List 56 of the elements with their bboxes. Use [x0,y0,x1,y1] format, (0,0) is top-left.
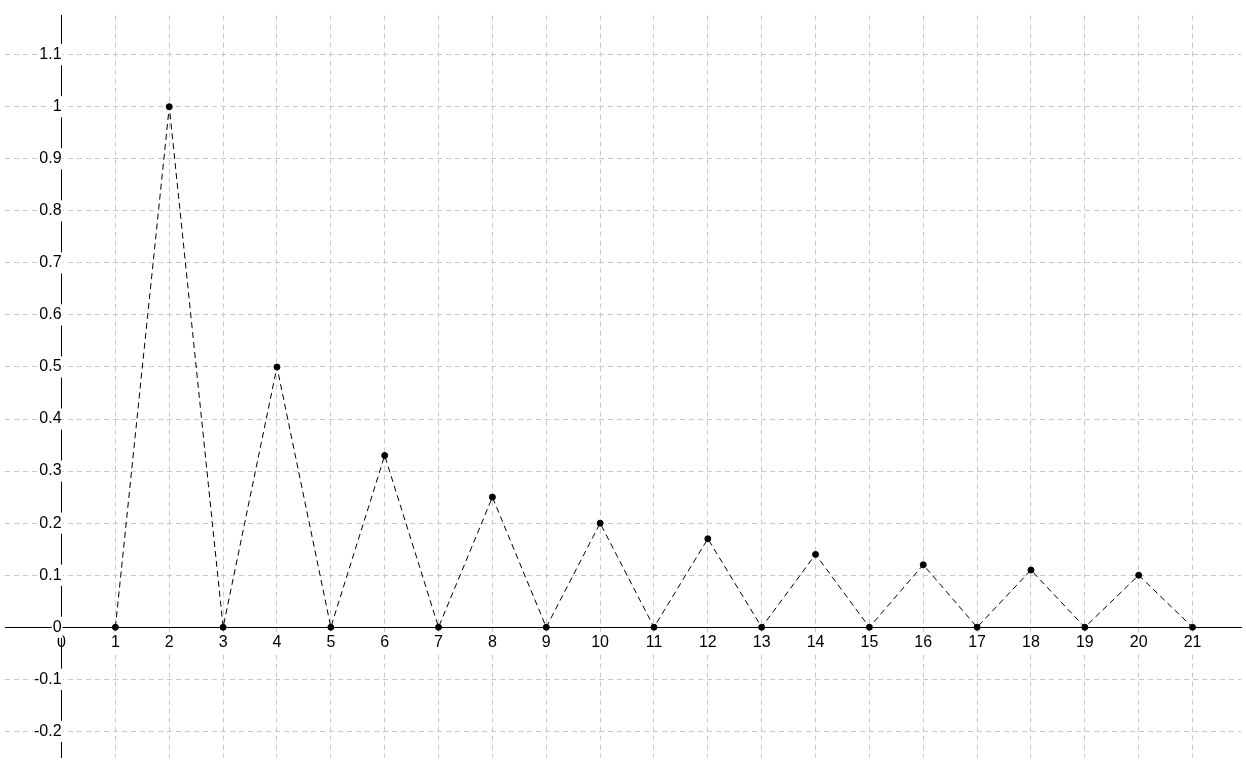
x-tick-label: 17 [968,633,987,651]
x-tick-label: 7 [434,633,444,651]
x-tick-label: 15 [860,633,879,651]
x-tick-label: 12 [698,633,717,651]
x-tick-label: 19 [1075,633,1094,651]
x-tick-label: 11 [645,633,663,651]
point [327,623,335,631]
point [542,623,550,631]
y-tick-label: -0.1 [33,669,62,687]
x-tick-label: 1 [110,633,120,651]
point [273,363,281,371]
x-tick-label: 10 [591,633,610,651]
point [1135,571,1143,579]
point [219,623,227,631]
x-tick-label: 16 [914,633,933,651]
point [704,535,712,543]
x-tick-label: 3 [218,633,228,651]
y-tick-label: 0.7 [39,253,62,271]
point [1027,566,1035,574]
x-tick-label: 2 [164,633,174,651]
point [865,623,873,631]
point [973,623,981,631]
x-tick-label: 4 [272,633,282,651]
y-tick-label: 1.1 [39,45,62,63]
point [919,561,927,569]
x-tick-label: 9 [541,633,551,651]
point [812,550,820,558]
y-tick-label: 0.6 [39,305,62,323]
x-tick-label: 8 [487,633,497,651]
x-tick-label: 6 [380,633,390,651]
x-tick-label: 13 [752,633,771,651]
y-tick-label: 0 [52,617,62,635]
y-tick-label: 0.5 [39,357,62,375]
point [650,623,658,631]
x-tick-label: 20 [1129,633,1148,651]
y-tick-label: 0.2 [39,513,62,531]
y-tick-label: 0.9 [39,149,62,167]
point [488,493,496,501]
y-tick-label: -0.2 [33,721,62,739]
x-tick-label: 21 [1183,633,1202,651]
point [1189,623,1197,631]
x-tick-label: 14 [806,633,825,651]
point [435,623,443,631]
point [758,623,766,631]
y-tick-label: 0.1 [39,565,62,583]
point [111,623,119,631]
y-tick-label: 0.4 [39,409,62,427]
x-tick-label: 18 [1022,633,1040,651]
point [596,519,604,527]
point [165,103,173,111]
y-tick-label: 0.3 [39,461,62,479]
point [381,451,389,459]
point [1081,623,1089,631]
y-tick-label: 0.8 [39,201,62,219]
x-tick-label: 5 [326,633,336,651]
y-tick-label: 1 [52,97,62,115]
